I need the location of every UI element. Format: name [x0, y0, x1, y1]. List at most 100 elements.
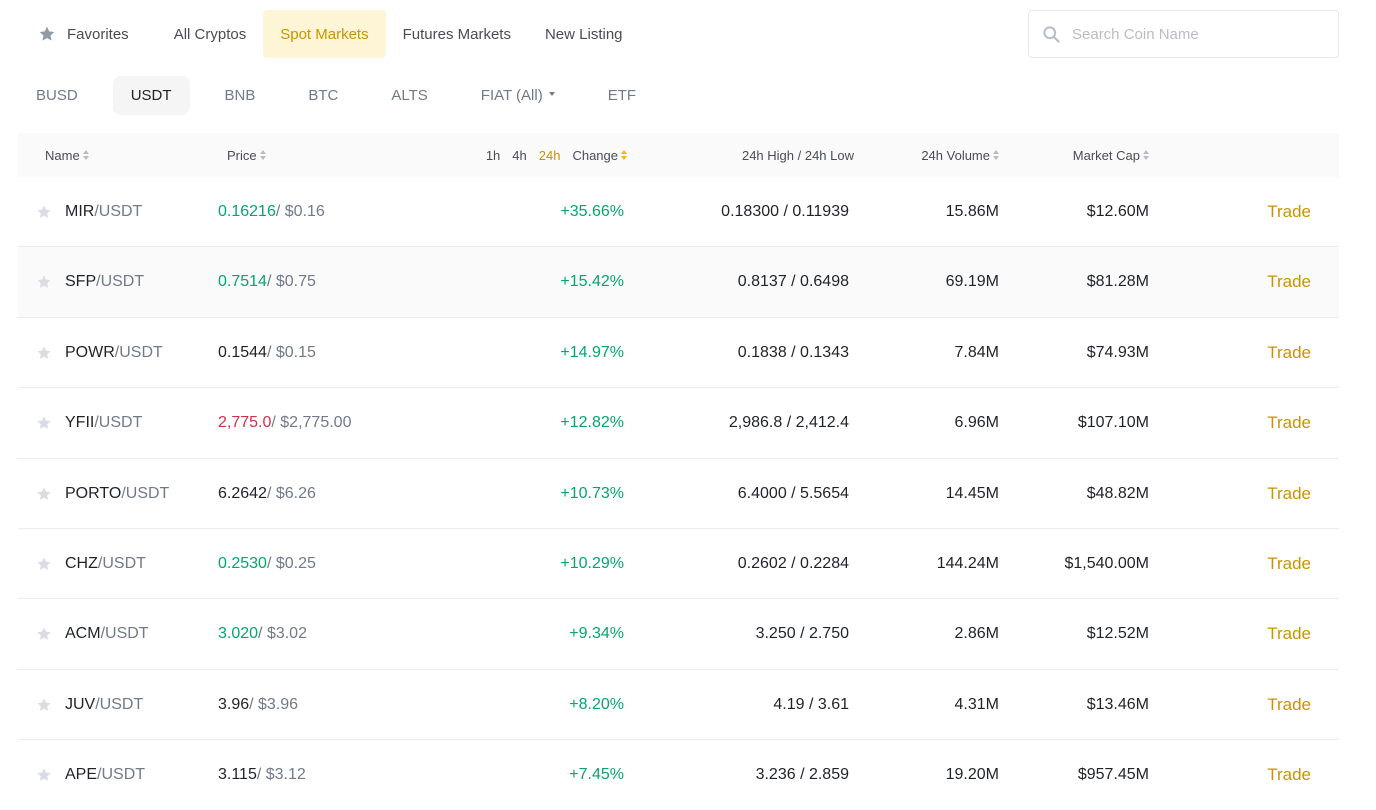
pair-name[interactable]: ACM/USDT [65, 599, 149, 669]
tab-favorites[interactable]: Favorites [0, 10, 157, 58]
table-row[interactable]: PORTO/USDT 6.2642 / $6.26 +10.73% 6.4000… [18, 459, 1339, 529]
base-asset: MIR [65, 203, 95, 220]
market-cap-value: $74.93M [1086, 343, 1149, 361]
price-cell: 3.020 / $3.02 [218, 599, 307, 669]
market-cap-value: $957.45M [1077, 766, 1149, 784]
header-name[interactable]: Name [45, 133, 89, 177]
quote-tab-label: BNB [224, 87, 256, 104]
table-row[interactable]: JUV/USDT 3.96 / $3.96 +8.20% 4.19 / 3.61… [18, 670, 1339, 741]
trade-link[interactable]: Trade [1267, 553, 1311, 573]
price-cell: 3.96 / $3.96 [218, 670, 298, 740]
table-row[interactable]: APE/USDT 3.115 / $3.12 +7.45% 3.236 / 2.… [18, 740, 1339, 810]
usd-price: / $0.75 [266, 273, 316, 291]
tab-new-listing[interactable]: New Listing [528, 10, 640, 58]
volume-value: 6.96M [954, 414, 999, 432]
change-value: +10.29% [560, 554, 624, 572]
market-tabs: Favorites All Cryptos Spot Markets Futur… [0, 10, 640, 58]
market-cap-value: $13.46M [1086, 695, 1149, 713]
period-24h[interactable]: 24h [538, 147, 561, 163]
table-row[interactable]: SFP/USDT 0.7514 / $0.75 +15.42% 0.8137 /… [18, 247, 1339, 318]
usd-price: / $0.15 [266, 343, 316, 361]
favorite-toggle[interactable] [36, 247, 52, 317]
header-name-label: Name [45, 147, 80, 163]
table-row[interactable]: POWR/USDT 0.1544 / $0.15 +14.97% 0.1838 … [18, 318, 1339, 389]
quote-tab-etf[interactable]: ETF [590, 76, 654, 115]
sort-icon [993, 150, 999, 160]
favorite-toggle[interactable] [36, 459, 52, 529]
tab-spot-markets[interactable]: Spot Markets [263, 10, 386, 58]
price-cell: 6.2642 / $6.26 [218, 459, 316, 529]
pair-name[interactable]: SFP/USDT [65, 247, 144, 317]
header-market-cap[interactable]: Market Cap [1073, 133, 1149, 177]
favorite-toggle[interactable] [36, 599, 52, 669]
trade-link[interactable]: Trade [1267, 272, 1311, 292]
period-4h[interactable]: 4h [512, 147, 527, 163]
favorite-toggle[interactable] [36, 177, 52, 247]
price-cell: 0.7514 / $0.75 [218, 247, 316, 317]
favorite-toggle[interactable] [36, 740, 52, 810]
trade-link[interactable]: Trade [1267, 202, 1311, 221]
favorite-toggle[interactable] [36, 529, 52, 599]
tab-futures-markets[interactable]: Futures Markets [386, 10, 528, 58]
trade-link[interactable]: Trade [1267, 765, 1311, 785]
favorite-toggle[interactable] [36, 670, 52, 740]
quote-tab-fiat-dropdown[interactable]: FIAT (All) [463, 76, 573, 115]
market-cap-value: $107.10M [1077, 414, 1149, 432]
last-price: 3.96 [218, 695, 250, 713]
header-volume[interactable]: 24h Volume [921, 133, 999, 177]
search-box[interactable] [1028, 10, 1339, 58]
market-cap-value: $12.52M [1086, 625, 1149, 643]
pair-name[interactable]: JUV/USDT [65, 670, 143, 740]
usd-price: / $2,775.00 [271, 414, 352, 432]
trade-link[interactable]: Trade [1267, 483, 1311, 503]
usd-price: / $3.12 [256, 766, 306, 784]
change-value: +14.97% [560, 343, 624, 361]
header-price[interactable]: Price [227, 133, 266, 177]
header-price-label: Price [227, 147, 257, 163]
search-input[interactable] [1072, 25, 1322, 43]
volume-value: 7.84M [954, 343, 999, 361]
table-row[interactable]: YFII/USDT 2,775.0 / $2,775.00 +12.82% 2,… [18, 388, 1339, 459]
pair-name[interactable]: PORTO/USDT [65, 459, 169, 529]
trade-link[interactable]: Trade [1267, 694, 1311, 714]
quote-tab-usdt[interactable]: USDT [112, 76, 190, 115]
base-asset: PORTO [65, 484, 122, 502]
last-price: 0.7514 [218, 273, 267, 291]
change-value: +35.66% [560, 203, 624, 220]
change-value: +10.73% [560, 484, 624, 502]
quote-tab-alts[interactable]: ALTS [373, 76, 445, 115]
market-cap-value: $12.60M [1086, 203, 1149, 220]
pair-name[interactable]: CHZ/USDT [65, 529, 146, 599]
change-value: +8.20% [569, 695, 624, 713]
star-icon [37, 768, 51, 781]
quote-tab-busd[interactable]: BUSD [18, 76, 96, 115]
table-row[interactable]: CHZ/USDT 0.2530 / $0.25 +10.29% 0.2602 /… [18, 529, 1339, 600]
trade-link[interactable]: Trade [1267, 413, 1311, 433]
header-change[interactable]: Change [572, 148, 627, 163]
tab-all-cryptos[interactable]: All Cryptos [157, 10, 264, 58]
table-row[interactable]: MIR/USDT 0.16216 / $0.16 +35.66% 0.18300… [18, 177, 1339, 248]
trade-link[interactable]: Trade [1267, 624, 1311, 644]
quote-tab-label: FIAT (All) [480, 87, 543, 104]
pair-name[interactable]: YFII/USDT [65, 388, 142, 458]
change-value: +9.34% [569, 625, 624, 643]
quote-asset: /USDT [95, 695, 144, 713]
star-icon [37, 416, 51, 430]
favorite-toggle[interactable] [36, 318, 52, 388]
trade-link[interactable]: Trade [1267, 342, 1311, 362]
high-low-value: 0.8137 / 0.6498 [737, 273, 849, 291]
pair-name[interactable]: MIR/USDT [65, 177, 142, 247]
quote-asset: /USDT [94, 203, 143, 220]
period-1h[interactable]: 1h [485, 147, 501, 163]
favorite-toggle[interactable] [36, 388, 52, 458]
pair-name[interactable]: APE/USDT [65, 740, 145, 810]
table-row[interactable]: ACM/USDT 3.020 / $3.02 +9.34% 3.250 / 2.… [18, 599, 1339, 670]
quote-tab-bnb[interactable]: BNB [207, 76, 274, 115]
price-cell: 0.1544 / $0.15 [218, 318, 316, 388]
last-price: 3.020 [218, 625, 259, 643]
volume-value: 15.86M [945, 203, 999, 220]
sort-icon [1143, 150, 1149, 160]
market-cap-value: $48.82M [1086, 484, 1149, 502]
pair-name[interactable]: POWR/USDT [65, 318, 163, 388]
quote-tab-btc[interactable]: BTC [290, 76, 356, 115]
